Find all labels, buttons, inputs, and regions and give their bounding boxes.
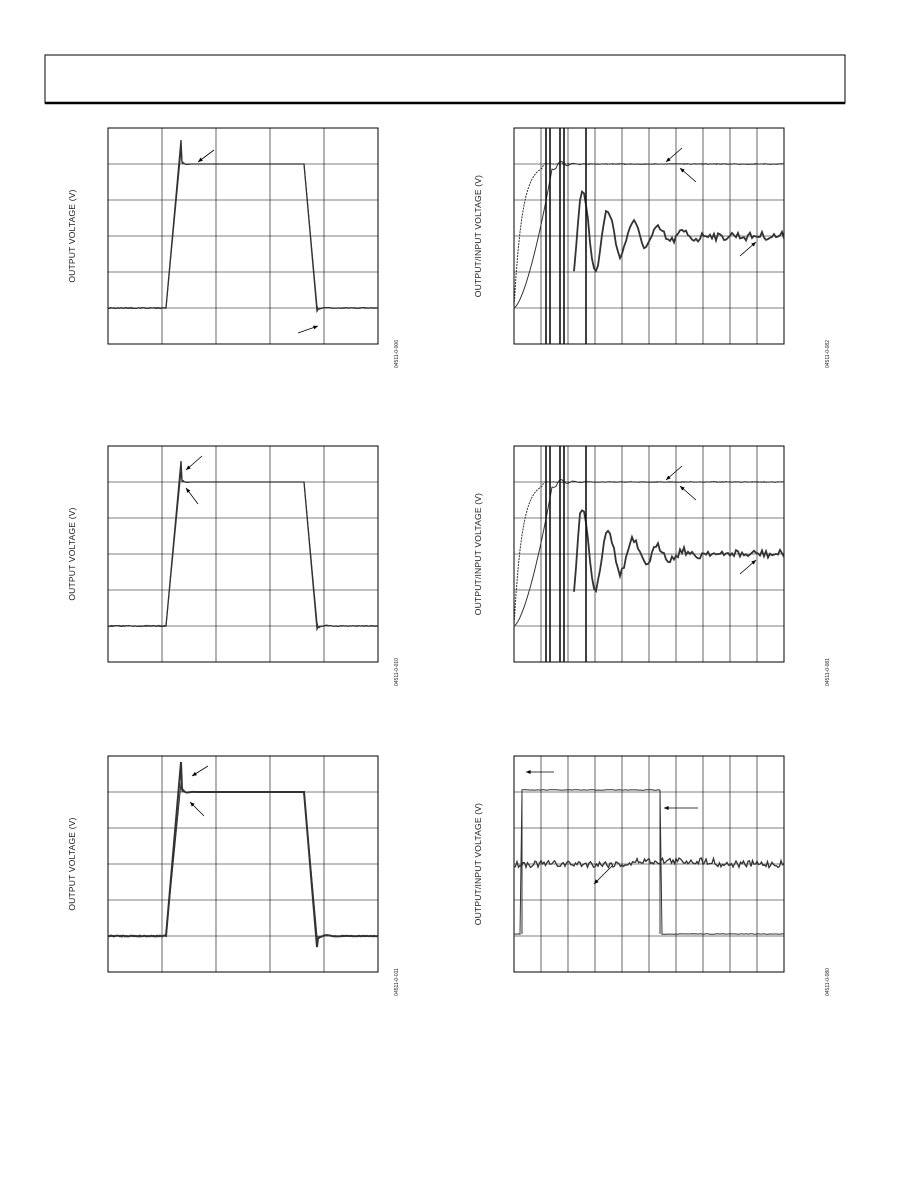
figure-code: 04511-0-080 — [825, 968, 831, 996]
arrow-head — [751, 560, 756, 565]
waveform — [107, 460, 379, 632]
arrow-head — [186, 465, 191, 470]
input-trace — [513, 789, 785, 935]
arrow-head — [313, 325, 318, 330]
arrow-head — [751, 242, 756, 247]
y-axis-label: OUTPUT/INPUT VOLTAGE (V) — [473, 175, 483, 297]
figure-code: 04511-0-011 — [394, 968, 400, 996]
arrow-head — [198, 157, 203, 162]
y-axis-label: OUTPUT VOLTAGE (V) — [67, 507, 77, 600]
arrow-head — [664, 806, 669, 810]
output-trace — [513, 478, 785, 627]
y-axis-label: OUTPUT VOLTAGE (V) — [67, 189, 77, 282]
arrow-head — [680, 168, 685, 173]
figure-code: 04511-0-081 — [825, 658, 831, 686]
waveform — [107, 782, 379, 938]
arrow-head — [526, 770, 531, 774]
noise-trace — [513, 856, 785, 870]
error-trace — [573, 509, 785, 594]
y-axis-label: OUTPUT/INPUT VOLTAGE (V) — [473, 803, 483, 925]
waveform — [107, 139, 379, 314]
output-trace — [513, 160, 784, 309]
error-trace — [573, 189, 785, 273]
waveform — [107, 471, 379, 628]
arrow-head — [680, 486, 685, 491]
waveform — [107, 761, 379, 948]
waveform — [107, 150, 379, 310]
arrow-head — [666, 475, 671, 480]
arrow-head — [190, 802, 195, 807]
y-axis-label: OUTPUT VOLTAGE (V) — [67, 817, 77, 910]
figure-code: 04511-0-006 — [394, 340, 400, 368]
header-box — [44, 54, 846, 104]
figure-code: 04511-0-010 — [394, 658, 400, 686]
arrow-head — [594, 879, 599, 884]
figure-code: 04511-0-082 — [825, 340, 831, 368]
arrow-head — [186, 488, 191, 493]
y-axis-label: OUTPUT/INPUT VOLTAGE (V) — [473, 493, 483, 615]
arrow-head — [666, 157, 671, 162]
arrow-head — [192, 771, 197, 776]
